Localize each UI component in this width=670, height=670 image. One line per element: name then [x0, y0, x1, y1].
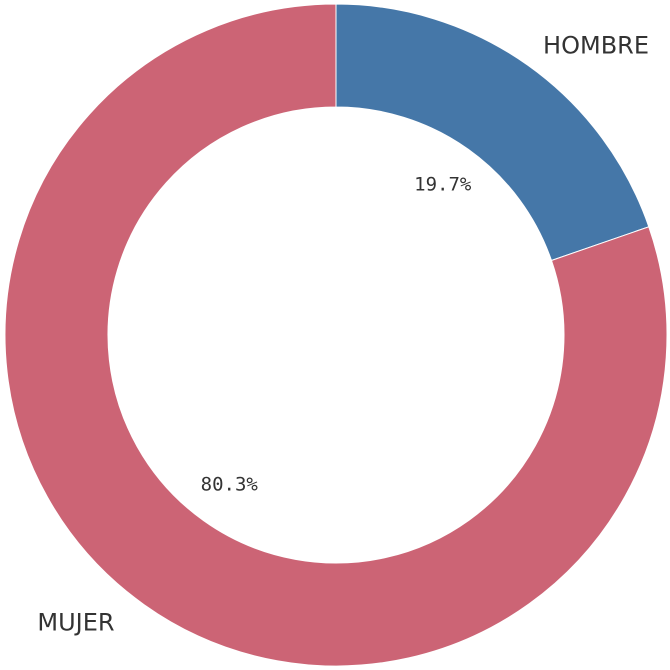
donut-slice — [335, 3, 650, 262]
category-label: HOMBRE — [543, 31, 649, 59]
value-label: 19.7% — [414, 174, 472, 196]
value-label: 80.3% — [201, 473, 259, 495]
donut-slice — [4, 3, 668, 667]
category-label: MUJER — [37, 609, 114, 637]
